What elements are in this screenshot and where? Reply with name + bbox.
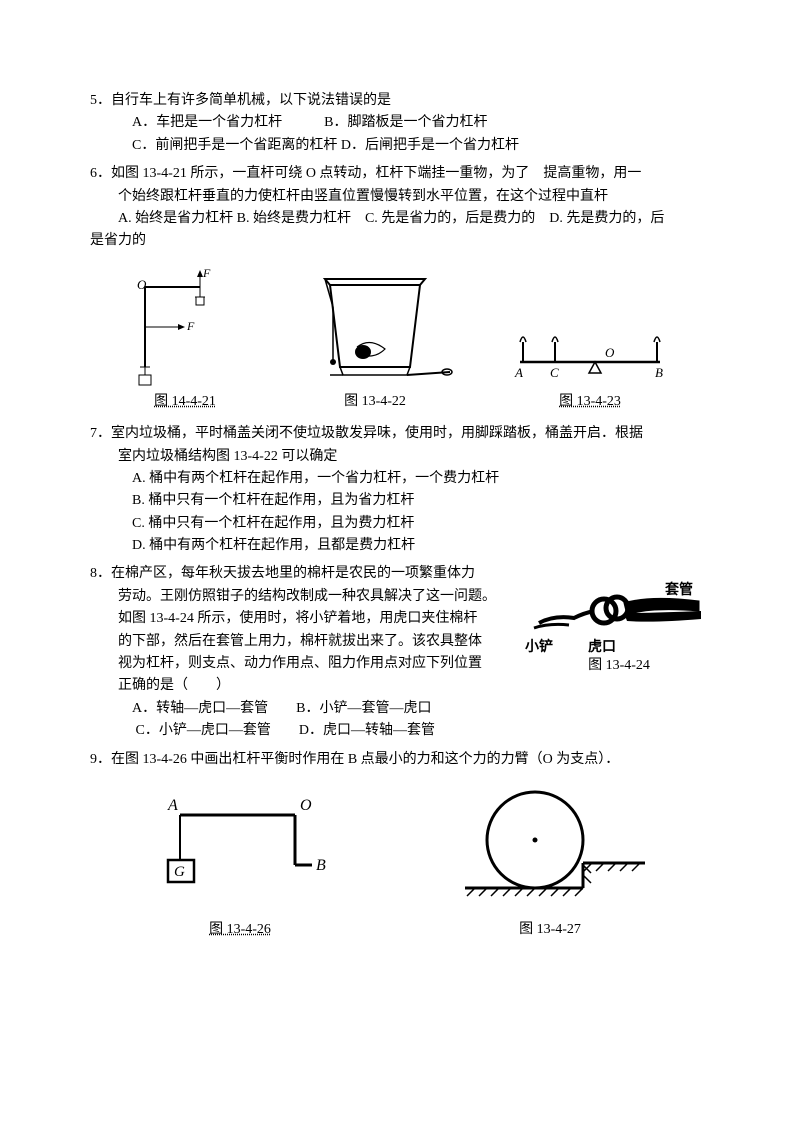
q5-row2: C．前闸把手是一个省距离的杠杆 D．后闸把手是一个省力杠杆 [90,135,710,157]
svg-text:O: O [300,797,312,814]
svg-text:A: A [514,365,523,380]
q7-num: 7． [90,426,111,441]
figure-13-4-27: 图 13-4-27 [440,785,660,941]
question-7: 7．室内垃圾桶，平时桶盖关闭不使垃圾散发异味，使用时，用脚踩踏板，桶盖开启．根据… [90,423,710,557]
balance-bar-icon: A C O B [505,317,675,387]
q5-optD: D．后闸把手是一个省力杠杆 [341,138,519,153]
figure-13-4-24: 小铲 虎口 套管 图 13-4-24 [520,563,710,742]
svg-text:B: B [655,365,663,380]
figure-13-4-23: A C O B 图 13-4-23 [505,317,675,413]
svg-text:C: C [550,365,559,380]
label-xiaochan: 小铲 [525,635,553,657]
q8-s4: 的下部，然后在套管上用力，棉杆就拔出来了。该农具整体 [90,631,520,653]
cotton-tool-icon [529,563,709,653]
figures-row-2: A O B G 图 13-4-26 [90,785,710,941]
q5-optC: C．前闸把手是一个省距离的杠杆 [132,138,337,153]
q8-opts-row2: C．小铲—虎口—套管 D．虎口—转轴—套管 [90,720,520,742]
svg-text:B: B [316,857,326,874]
q9-stem: 9．在图 13-4-26 中画出杠杆平衡时作用在 B 点最小的力和这个力的力臂（… [90,749,710,771]
q6-opts2: 是省力的 [90,230,710,252]
q8-optA: A．转轴—虎口—套管 [132,701,268,716]
fig-label-27: 图 13-4-27 [440,919,660,941]
q8-s5: 视为杠杆，则支点、动力作用点、阻力作用点对应下列位置 [90,653,520,675]
q9-num: 9． [90,752,111,767]
q8-optC: C．小铲—虎口—套管 [136,723,271,738]
q8-text-block: 8．在棉产区，每年秋天拔去地里的棉杆是农民的一项繁重体力 劳动。王刚仿照钳子的结… [90,563,520,742]
svg-text:G: G [174,864,185,880]
figure-14-4-21: O F F 图 14-4-21 [125,267,245,413]
svg-text:F: F [186,319,195,333]
q8-opts-row1: A．转轴—虎口—套管 B．小铲—套管—虎口 [90,698,520,720]
label-hukou: 虎口 [588,635,616,657]
figure-13-4-22: 图 13-4-22 [295,267,455,413]
fig-label-3: 图 13-4-23 [505,391,675,413]
q7-stem1: 7．室内垃圾桶，平时桶盖关闭不使垃圾散发异味，使用时，用脚踩踏板，桶盖开启．根据 [90,423,710,445]
svg-text:F: F [202,267,211,280]
question-6: 6．如图 13-4-21 所示，一直杆可绕 O 点转动，杠杆下端挂一重物，为了 … [90,163,710,253]
q8-s2: 劳动。王刚仿照钳子的结构改制成一种农具解决了这一问题。 [90,586,520,608]
q5-stem: 5．自行车上有许多简单机械，以下说法错误的是 [90,90,710,112]
fig-label-26: 图 13-4-26 [140,919,340,941]
lever-AOB-icon: A O B G [140,785,340,915]
figure-13-4-26: A O B G 图 13-4-26 [140,785,340,941]
q9-t: 在图 13-4-26 中画出杠杆平衡时作用在 B 点最小的力和这个力的力臂（O … [111,752,619,767]
q6-t1: 如图 13-4-21 所示，一直杆可绕 O 点转动，杠杆下端挂一重物，为了 提高… [111,166,641,181]
q6-stem2: 个始终跟杠杆垂直的力使杠杆由竖直位置慢慢转到水平位置，在这个过程中直杆 [90,186,710,208]
q7-optB: B. 桶中只有一个杠杆在起作用，且为省力杠杆 [90,490,710,512]
q5-num: 5． [90,93,111,108]
q6-num: 6． [90,166,111,181]
q7-t1: 室内垃圾桶，平时桶盖关闭不使垃圾散发异味，使用时，用脚踩踏板，桶盖开启．根据 [111,426,643,441]
q6-opts1: A. 始终是省力杠杆 B. 始终是费力杠杆 C. 先是省力的，后是费力的 D. … [90,208,710,230]
svg-text:O: O [605,345,615,360]
question-9: 9．在图 13-4-26 中画出杠杆平衡时作用在 B 点最小的力和这个力的力臂（… [90,749,710,771]
question-8: 8．在棉产区，每年秋天拔去地里的棉杆是农民的一项繁重体力 劳动。王刚仿照钳子的结… [90,563,710,742]
q5-optB: B．脚踏板是一个省力杠杆 [324,115,487,130]
figures-row-1: O F F 图 14-4-21 [90,267,710,413]
q8-s3: 如图 13-4-24 所示，使用时，将小铲着地，用虎口夹住棉杆 [90,608,520,630]
q8-num: 8． [90,566,111,581]
q7-optD: D. 桶中有两个杠杆在起作用，且都是费力杠杆 [90,535,710,557]
q8-optB: B．小铲—套管—虎口 [296,701,431,716]
fig-label-1: 图 14-4-21 [125,391,245,413]
lever-diagram-icon: O F F [125,267,245,387]
q7-optA: A. 桶中有两个杠杆在起作用，一个省力杠杆，一个费力杠杆 [90,468,710,490]
q8-s6: 正确的是（ ） [90,675,520,697]
trash-bin-icon [295,267,455,387]
q7-stem2: 室内垃圾桶结构图 13-4-22 可以确定 [90,446,710,468]
q5-text: 自行车上有许多简单机械，以下说法错误的是 [111,93,391,108]
ball-step-icon [440,785,660,915]
question-5: 5．自行车上有许多简单机械，以下说法错误的是 A．车把是一个省力杠杆 B．脚踏板… [90,90,710,157]
q6-stem1: 6．如图 13-4-21 所示，一直杆可绕 O 点转动，杠杆下端挂一重物，为了 … [90,163,710,185]
q8-t1: 在棉产区，每年秋天拔去地里的棉杆是农民的一项繁重体力 [111,566,475,581]
q5-optA: A．车把是一个省力杠杆 [132,115,282,130]
q8-optD: D．虎口—转轴—套管 [299,723,435,738]
svg-text:A: A [167,797,178,814]
q5-row1: A．车把是一个省力杠杆 B．脚踏板是一个省力杠杆 [90,112,710,134]
fig-label-24: 图 13-4-24 [528,655,710,677]
q7-optC: C. 桶中只有一个杠杆在起作用，且为费力杠杆 [90,513,710,535]
q8-s1: 8．在棉产区，每年秋天拔去地里的棉杆是农民的一项繁重体力 [90,563,520,585]
label-taoguan: 套管 [665,578,693,600]
fig-label-2: 图 13-4-22 [295,391,455,413]
